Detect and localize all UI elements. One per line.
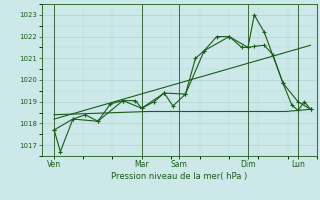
X-axis label: Pression niveau de la mer( hPa ): Pression niveau de la mer( hPa ) xyxy=(111,172,247,181)
